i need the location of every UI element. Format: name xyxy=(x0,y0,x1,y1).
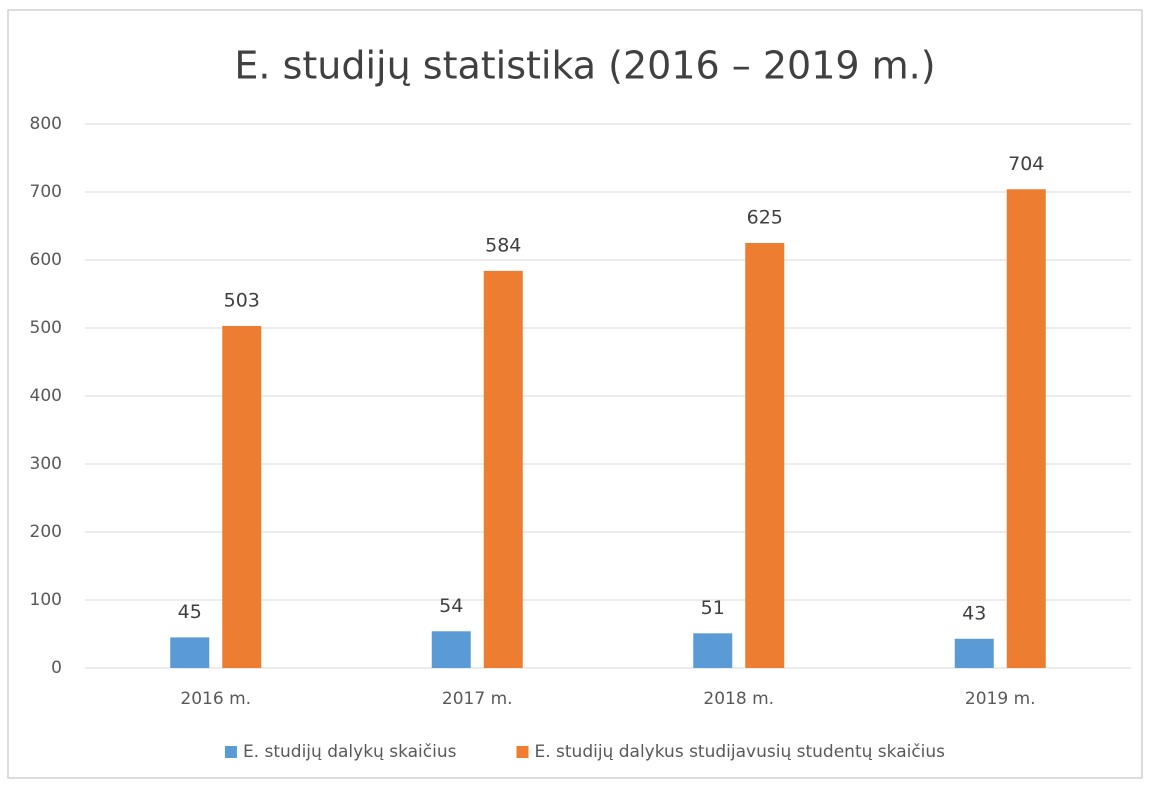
y-tick-label: 600 xyxy=(30,250,62,270)
legend-swatch xyxy=(516,746,529,758)
data-label: 43 xyxy=(962,602,986,624)
x-tick-label: 2018 m. xyxy=(703,689,774,709)
x-tick-label: 2017 m. xyxy=(442,689,513,709)
data-label: 54 xyxy=(439,595,463,617)
bar xyxy=(693,633,733,668)
bar xyxy=(483,270,523,668)
y-tick-label: 500 xyxy=(30,318,62,338)
y-tick-label: 700 xyxy=(30,182,62,202)
bar xyxy=(431,631,471,668)
data-label: 503 xyxy=(224,289,260,311)
data-label: 51 xyxy=(701,597,725,619)
bar xyxy=(954,638,994,668)
legend-label: E. studijų dalykų skaičius xyxy=(243,742,457,762)
data-label: 625 xyxy=(747,207,783,229)
y-tick-label: 200 xyxy=(30,522,62,542)
chart-title: E. studijų statistika (2016 – 2019 m.) xyxy=(234,44,935,88)
y-tick-label: 100 xyxy=(30,590,62,610)
y-tick-label: 400 xyxy=(30,386,62,406)
legend-label: E. studijų dalykus studijavusių studentų… xyxy=(534,742,945,762)
legend-swatch xyxy=(224,746,237,758)
y-tick-label: 800 xyxy=(30,114,62,134)
data-label: 704 xyxy=(1008,153,1044,175)
data-label: 45 xyxy=(178,601,202,623)
bar xyxy=(170,637,210,668)
y-tick-label: 0 xyxy=(51,658,62,678)
x-tick-label: 2016 m. xyxy=(180,689,251,709)
bar xyxy=(745,243,785,668)
bar xyxy=(222,325,262,668)
x-tick-label: 2019 m. xyxy=(965,689,1036,709)
y-tick-label: 300 xyxy=(30,454,62,474)
bar xyxy=(1006,189,1046,668)
data-label: 584 xyxy=(485,234,521,256)
